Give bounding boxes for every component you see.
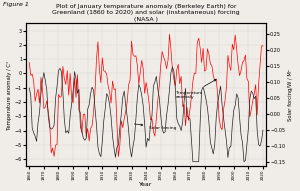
Y-axis label: Temperature anomaly / C°: Temperature anomaly / C° xyxy=(7,60,12,130)
X-axis label: Year: Year xyxy=(140,182,153,187)
Text: Temperature
anomaly: Temperature anomaly xyxy=(175,79,216,99)
Y-axis label: Solar forcing/W / M²: Solar forcing/W / M² xyxy=(288,69,293,121)
Title: Plot of January temperature anomaly (Berkeley Earth) for
Greenland (1860 to 2020: Plot of January temperature anomaly (Ber… xyxy=(52,4,240,22)
Text: Solar forcing: Solar forcing xyxy=(134,124,176,130)
Text: Figure 1: Figure 1 xyxy=(3,2,29,7)
